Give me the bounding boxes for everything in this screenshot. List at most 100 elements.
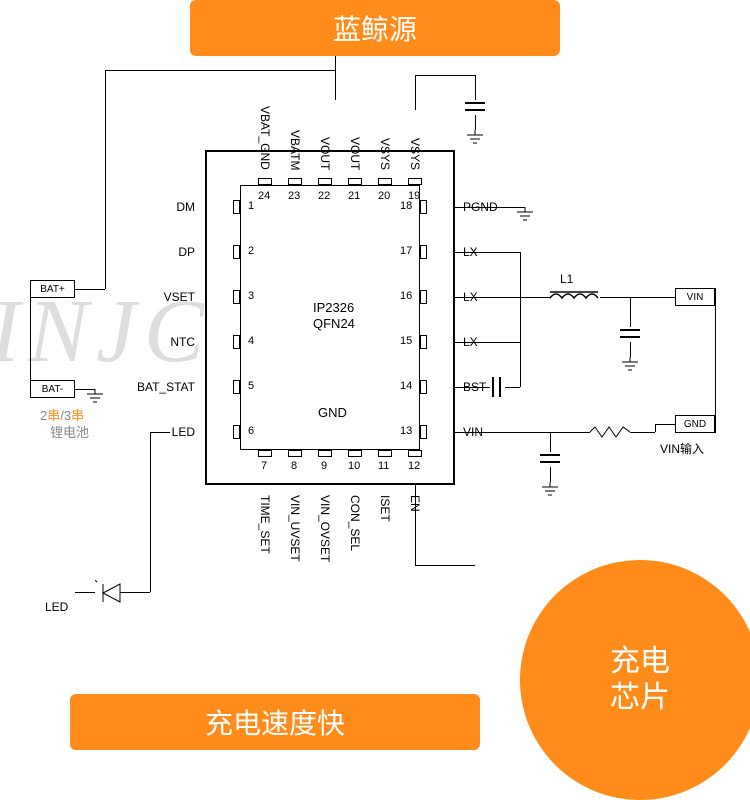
pin-label: VOUT <box>318 137 332 170</box>
battery-plus-label: BAT+ <box>40 284 65 295</box>
wire <box>550 432 590 433</box>
pin-tick <box>318 450 332 457</box>
wire <box>550 467 551 482</box>
wire <box>455 387 490 388</box>
pin-label: VBAT_GND <box>258 106 272 170</box>
wire <box>505 387 520 388</box>
vin-label: VIN <box>687 292 704 303</box>
pin-num: 8 <box>291 460 297 472</box>
pin-tick <box>420 380 427 394</box>
pin-label: TIME_SET <box>258 495 272 554</box>
top-banner: 蓝鲸源 <box>190 0 560 56</box>
ground-icon <box>620 357 640 373</box>
wire <box>415 75 416 110</box>
pin-tick <box>288 450 302 457</box>
wire <box>335 56 336 100</box>
pin-tick <box>420 290 427 304</box>
pin-label: VSET <box>164 290 195 304</box>
bat-conn-line <box>30 280 31 398</box>
chip-package: QFN24 <box>313 316 355 331</box>
pin-tick <box>420 245 427 259</box>
pin-tick <box>420 425 427 439</box>
pin-tick <box>378 450 392 457</box>
pin-num: 4 <box>248 335 254 347</box>
wire <box>630 297 631 327</box>
pin-label: CON_SEL <box>348 495 362 551</box>
circle-badge: 充电 芯片 <box>520 560 750 800</box>
pin-tick <box>318 178 332 185</box>
pin-tick <box>233 380 240 394</box>
wire <box>520 297 550 298</box>
wire <box>455 252 520 253</box>
pin-tick <box>233 200 240 214</box>
pin-num: 2 <box>248 245 254 257</box>
pin-label: BAT_STAT <box>137 380 195 394</box>
wire <box>415 75 475 76</box>
led-icon <box>95 580 125 606</box>
wire <box>550 432 551 452</box>
battery-minus-box: BAT- <box>30 380 75 398</box>
wire <box>105 70 106 289</box>
wire <box>455 297 520 298</box>
pin-num: 24 <box>258 190 270 202</box>
wire <box>600 297 675 298</box>
pin-label: ISET <box>378 495 392 522</box>
vin-conn-line <box>715 288 716 433</box>
pin-tick <box>233 290 240 304</box>
vin-box: VIN <box>675 288 715 306</box>
pin-tick <box>420 335 427 349</box>
ground-icon <box>540 482 560 498</box>
battery-plus-box: BAT+ <box>30 280 75 298</box>
pin-num: 19 <box>408 190 420 202</box>
pin-label: LED <box>172 425 195 439</box>
pin-num: 17 <box>400 245 412 257</box>
wire <box>655 424 675 425</box>
wire <box>105 70 335 71</box>
pin-label: DP <box>178 245 195 259</box>
wire <box>415 485 416 565</box>
bottom-banner-label: 充电速度快 <box>205 702 345 742</box>
pin-tick <box>348 450 362 457</box>
top-banner-label: 蓝鲸源 <box>333 8 417 48</box>
pin-num: 11 <box>378 460 389 472</box>
pin-num: 12 <box>408 460 420 472</box>
pin-label: NTC <box>170 335 195 349</box>
pin-num: 10 <box>348 460 360 472</box>
circle-line2: 芯片 <box>610 680 670 716</box>
pin-num: 3 <box>248 290 254 302</box>
gnd-label: GND <box>684 419 706 430</box>
wire <box>475 75 476 100</box>
wire <box>75 289 105 290</box>
chip-name: IP2326 <box>313 300 354 315</box>
pin-tick <box>378 178 392 185</box>
wire <box>75 592 95 593</box>
wire <box>455 432 550 433</box>
pin-label: VIN_OVSET <box>318 495 332 562</box>
pin-label: VSYS <box>378 138 392 170</box>
wire <box>150 432 170 433</box>
pin-tick <box>348 178 362 185</box>
pin-num: 21 <box>348 190 360 202</box>
pin-num: 16 <box>400 290 412 302</box>
pin-num: 7 <box>261 460 267 472</box>
pin-label: VIN_UVSET <box>288 495 302 562</box>
wire <box>455 342 520 343</box>
wire <box>630 432 655 433</box>
bottom-banner: 充电速度快 <box>70 694 480 750</box>
pin-tick <box>233 425 240 439</box>
wire <box>415 565 475 566</box>
pin-num: 6 <box>248 425 254 437</box>
wire <box>150 432 151 592</box>
ground-icon <box>515 207 535 223</box>
pin-num: 15 <box>400 335 412 347</box>
pin-tick <box>420 200 427 214</box>
wire <box>520 342 521 387</box>
ground-icon <box>465 130 485 146</box>
inductor-icon <box>550 290 600 306</box>
pin-num: 5 <box>248 380 254 392</box>
pin-tick <box>233 245 240 259</box>
pin-num: 14 <box>400 380 412 392</box>
circle-line1: 充电 <box>610 644 670 680</box>
resistor-icon <box>590 426 630 438</box>
chip-gnd-pad: GND <box>318 405 347 420</box>
